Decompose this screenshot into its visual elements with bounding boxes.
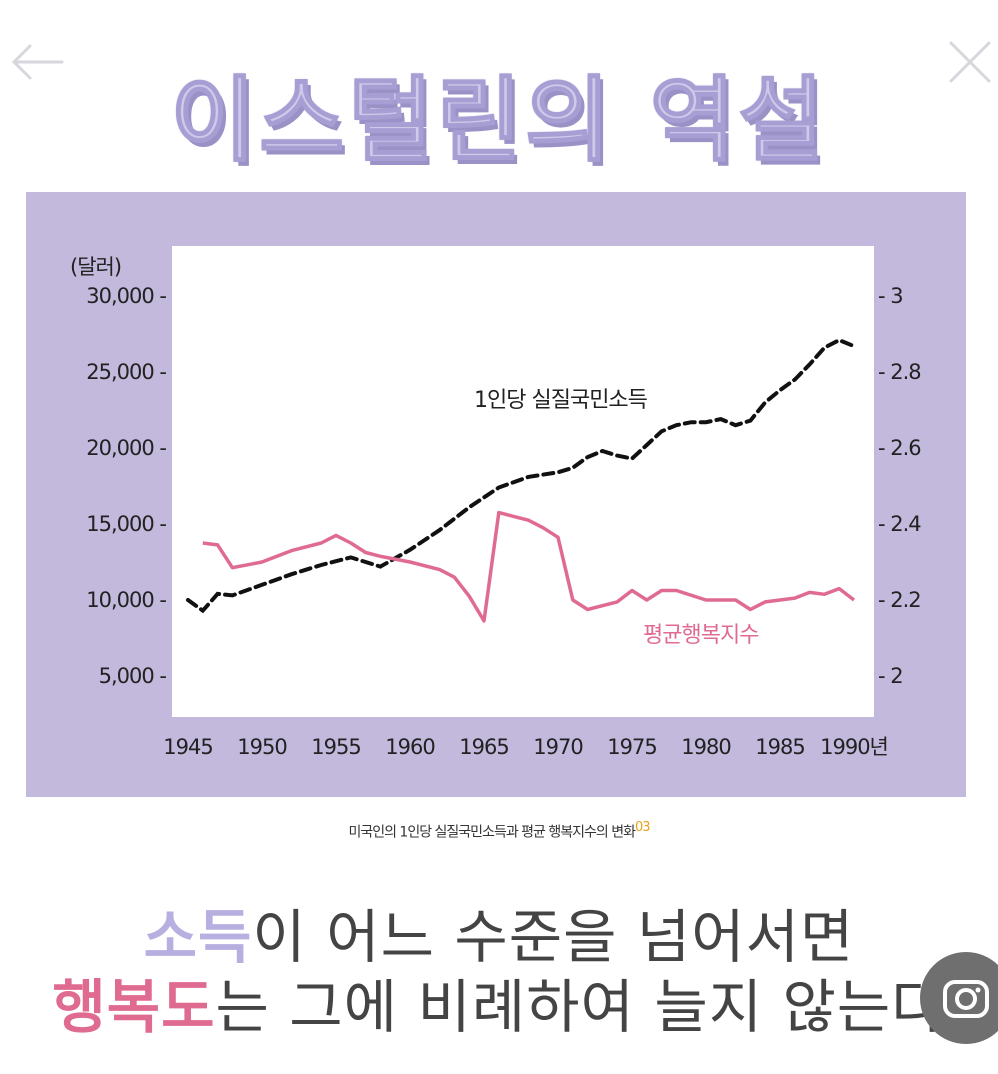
camera-lens-icon bbox=[943, 980, 989, 1018]
x-tick-label: 1970 bbox=[533, 735, 582, 759]
headline-highlight-happiness: 행복도 bbox=[52, 973, 216, 1041]
x-tick-label: 1980 bbox=[681, 735, 730, 759]
x-tick-label: 1965 bbox=[459, 735, 508, 759]
x-tick-label: 1955 bbox=[311, 735, 360, 759]
headline-highlight-income: 소득 bbox=[143, 903, 253, 971]
x-tick-label: 1950 bbox=[237, 735, 286, 759]
x-tick-label: 1975 bbox=[607, 735, 656, 759]
x-tick-label: 1985 bbox=[755, 735, 804, 759]
caption-ref: 03 bbox=[634, 820, 651, 835]
x-tick-label: 1960 bbox=[385, 735, 434, 759]
income-series-line bbox=[186, 337, 856, 614]
y-right-tick-label: - 2.4 bbox=[878, 512, 921, 536]
y-right-tick-label: - 2 bbox=[878, 664, 903, 688]
happiness-series-label: 평균행복지수 bbox=[643, 623, 759, 648]
plot-area bbox=[172, 246, 874, 717]
x-tick-label: 1990년 bbox=[820, 735, 888, 759]
y-left-tick-label: 25,000 - bbox=[86, 360, 166, 384]
page-title: 이스털린의 역설 bbox=[170, 66, 828, 175]
chart-panel: 30,000 - 25,000 - 20,000 - 15,000 - 10,000 -… bbox=[26, 192, 966, 797]
headline-line-1: 소득이 어느 수준을 넘어서면 bbox=[0, 890, 998, 974]
headline-text-2: 는 그에 비례하여 늘지 않는다 bbox=[215, 973, 946, 1041]
income-series-label: 1인당 실질국민소득 bbox=[474, 388, 648, 413]
y-axis-label: (달러) bbox=[70, 255, 121, 279]
y-right-tick-label: - 2.8 bbox=[878, 360, 921, 384]
chart: 30,000 - 25,000 - 20,000 - 15,000 - 10,000 -… bbox=[70, 246, 922, 759]
x-tick-label: 1945 bbox=[163, 735, 212, 759]
camera-button[interactable] bbox=[920, 952, 998, 1044]
y-left-tick-label: 10,000 - bbox=[86, 588, 166, 612]
y-left-tick-label: 15,000 - bbox=[86, 512, 166, 536]
close-icon bbox=[949, 41, 991, 83]
y-right-tick-label: - 3 bbox=[878, 284, 903, 308]
chart-caption: 미국인의 1인당 실질국민소득과 평균 행복지수의 변화03 bbox=[0, 820, 998, 842]
headline-line-2: 행복도는 그에 비례하여 늘지 않는다 bbox=[0, 960, 998, 1044]
y-right-tick-label: - 2.2 bbox=[878, 588, 921, 612]
y-left-tick-label: 20,000 - bbox=[86, 436, 166, 460]
arrow-left-icon bbox=[11, 44, 64, 80]
y-left-tick-label: 5,000 - bbox=[99, 664, 167, 688]
y-right-tick-label: - 2.6 bbox=[878, 436, 921, 460]
headline-text-1: 이 어느 수준을 넘어서면 bbox=[252, 903, 855, 971]
happiness-series-line bbox=[202, 510, 856, 623]
close-button[interactable] bbox=[938, 30, 998, 94]
caption-text: 미국인의 1인당 실질국민소득과 평균 행복지수의 변화 bbox=[348, 824, 636, 841]
y-left-tick-label: 30,000 - bbox=[86, 284, 166, 308]
back-button[interactable] bbox=[4, 30, 68, 94]
